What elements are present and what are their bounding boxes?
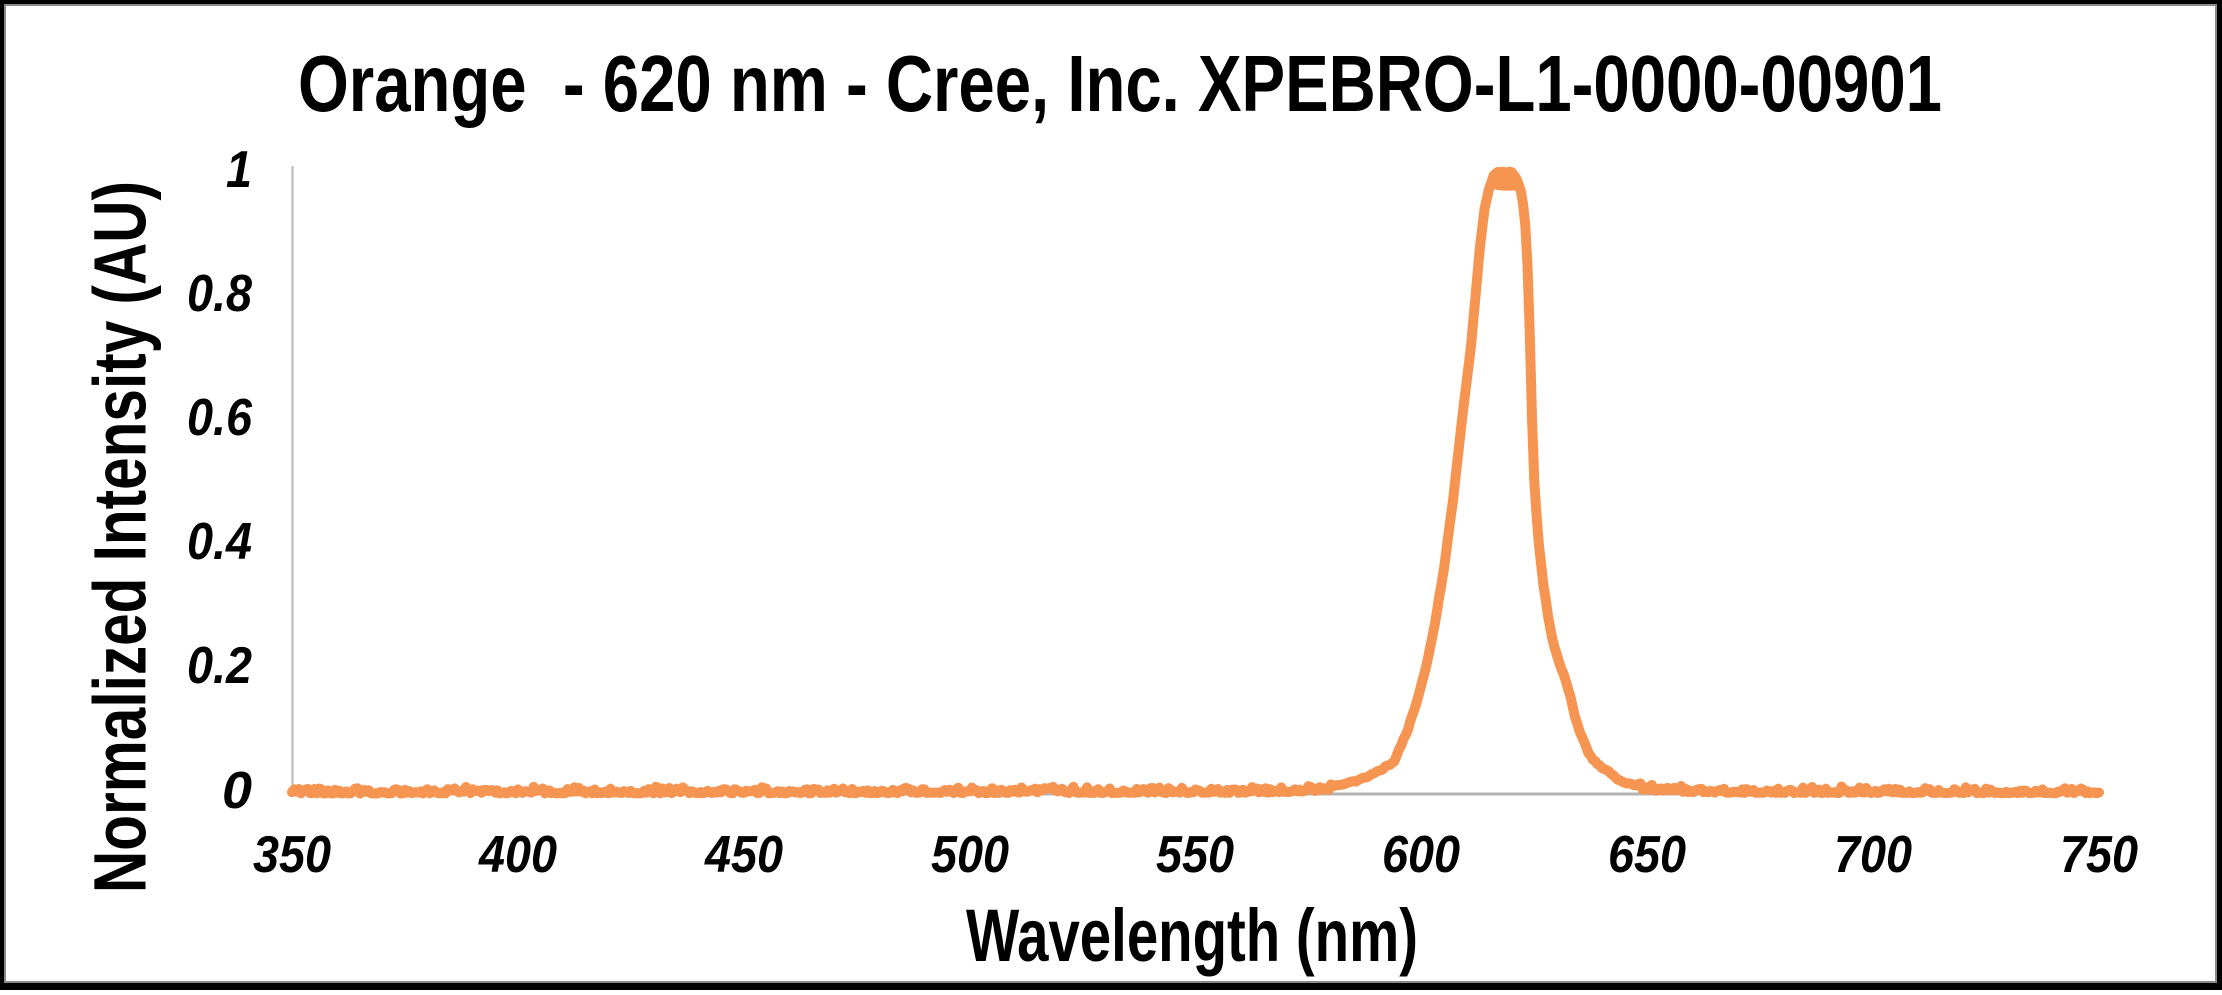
svg-text:350: 350 — [253, 826, 331, 884]
svg-text:1: 1 — [226, 141, 252, 199]
svg-text:0: 0 — [222, 762, 252, 820]
svg-text:Orange - 620 nm - Cree, Inc.: Orange - 620 nm - Cree, Inc. XPEBRO-L1-0… — [298, 39, 1942, 128]
svg-text:500: 500 — [931, 826, 1009, 884]
svg-text:600: 600 — [1382, 826, 1460, 884]
svg-text:650: 650 — [1608, 826, 1686, 884]
svg-text:0.6: 0.6 — [187, 389, 253, 447]
svg-text:550: 550 — [1156, 826, 1234, 884]
svg-text:0.4: 0.4 — [187, 513, 252, 571]
svg-text:Normalized Intensity (AU): Normalized Intensity (AU) — [79, 181, 162, 893]
svg-text:400: 400 — [478, 826, 557, 884]
svg-text:0.8: 0.8 — [187, 265, 252, 323]
svg-text:700: 700 — [1834, 826, 1912, 884]
svg-text:0.2: 0.2 — [187, 637, 252, 695]
svg-text:Wavelength (nm): Wavelength (nm) — [966, 894, 1418, 977]
svg-text:450: 450 — [704, 826, 783, 884]
svg-text:750: 750 — [2060, 826, 2138, 884]
